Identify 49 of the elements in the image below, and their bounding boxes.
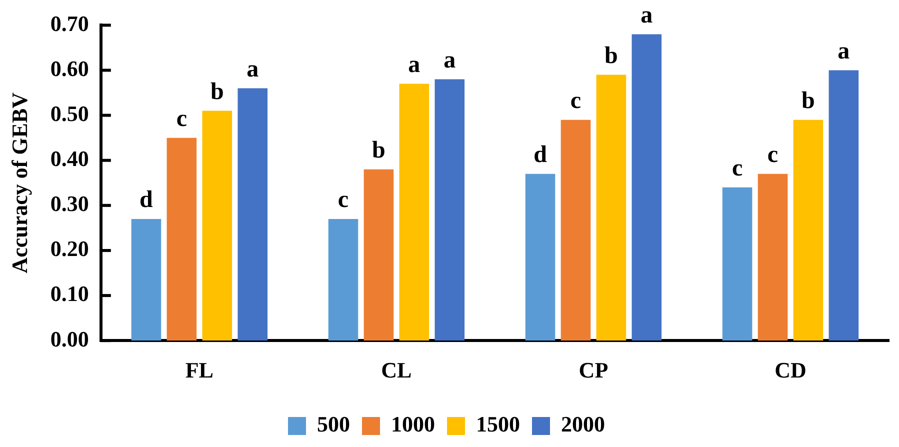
bar [632, 34, 662, 341]
data-label: d [140, 187, 154, 214]
data-label: c [176, 106, 188, 132]
data-label: b [802, 88, 815, 114]
data-label: d [534, 142, 548, 168]
data-label: b [604, 42, 618, 69]
bar [793, 120, 824, 341]
x-tick-label: CL [381, 357, 412, 382]
y-tick-label: 0.60 [50, 56, 89, 81]
bar [131, 218, 162, 341]
bar [560, 120, 591, 341]
data-label: a [640, 2, 653, 28]
data-label: a [444, 47, 456, 74]
legend-label: 500 [317, 412, 350, 437]
data-label: a [408, 52, 420, 78]
legend-label: 2000 [561, 412, 605, 437]
x-tick-label: FL [185, 357, 214, 382]
bar [525, 174, 556, 341]
data-label: c [767, 142, 778, 168]
y-tick-label: 0.40 [50, 146, 89, 172]
bar [758, 174, 788, 341]
y-axis-title: Accuracy of GEBV [6, 92, 32, 274]
data-label: a [246, 56, 259, 82]
bar [434, 79, 465, 341]
data-label: b [372, 138, 386, 164]
data-label: c [570, 88, 582, 114]
data-label: a [838, 38, 850, 64]
data-label: b [210, 79, 224, 106]
bar [596, 74, 626, 341]
y-tick-label: 0.30 [50, 191, 89, 216]
y-tick-label: 0.70 [50, 10, 89, 36]
x-tick-label: CP [578, 357, 608, 382]
bar [238, 88, 268, 341]
bar [364, 169, 394, 341]
y-tick-label: 0.10 [50, 281, 89, 306]
y-tick-label: 0.50 [50, 101, 89, 126]
x-tick-label: CD [774, 357, 806, 382]
bar [328, 218, 358, 341]
y-tick-label: 0.00 [50, 326, 89, 352]
y-tick-label: 0.20 [50, 236, 89, 262]
bar [722, 187, 752, 341]
legend-label: 1500 [476, 412, 520, 437]
data-label: c [732, 156, 743, 182]
bar [828, 70, 859, 341]
bar [166, 138, 197, 341]
data-label: c [338, 187, 349, 214]
legend-label: 1000 [391, 412, 435, 437]
bar [399, 84, 430, 341]
bar [202, 110, 232, 341]
